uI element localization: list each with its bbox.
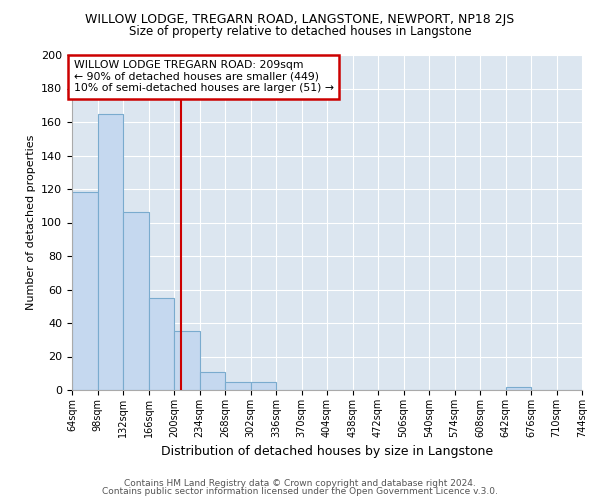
- Bar: [123, 212, 149, 390]
- Bar: [72, 192, 97, 390]
- Bar: [97, 114, 123, 390]
- Text: WILLOW LODGE, TREGARN ROAD, LANGSTONE, NEWPORT, NP18 2JS: WILLOW LODGE, TREGARN ROAD, LANGSTONE, N…: [85, 12, 515, 26]
- Bar: [251, 382, 276, 390]
- Text: Contains public sector information licensed under the Open Government Licence v.: Contains public sector information licen…: [102, 487, 498, 496]
- Text: Size of property relative to detached houses in Langstone: Size of property relative to detached ho…: [128, 25, 472, 38]
- Text: Contains HM Land Registry data © Crown copyright and database right 2024.: Contains HM Land Registry data © Crown c…: [124, 478, 476, 488]
- Bar: [174, 332, 199, 390]
- Bar: [225, 382, 251, 390]
- Y-axis label: Number of detached properties: Number of detached properties: [26, 135, 35, 310]
- X-axis label: Distribution of detached houses by size in Langstone: Distribution of detached houses by size …: [161, 446, 493, 458]
- Bar: [149, 298, 174, 390]
- Bar: [199, 372, 225, 390]
- Text: WILLOW LODGE TREGARN ROAD: 209sqm
← 90% of detached houses are smaller (449)
10%: WILLOW LODGE TREGARN ROAD: 209sqm ← 90% …: [74, 60, 334, 93]
- Bar: [505, 386, 531, 390]
